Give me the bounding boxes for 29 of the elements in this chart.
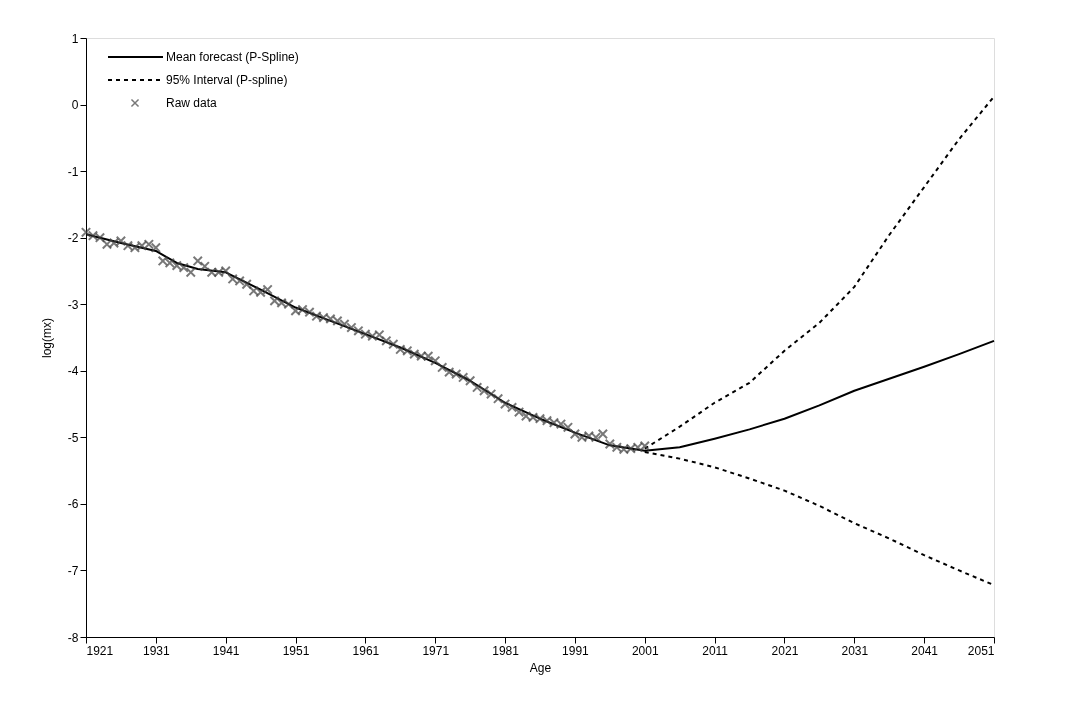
x-tick-label: 2001 <box>631 643 659 658</box>
legend-label: Mean forecast (P-Spline) <box>166 50 299 64</box>
x-tick-label: 1991 <box>562 643 590 658</box>
y-axis-title: log(mx) <box>39 317 54 359</box>
x-tick-label: 2031 <box>841 643 869 658</box>
x-tick-label: 2011 <box>702 643 729 658</box>
legend-label: Raw data <box>166 96 218 110</box>
x-tick-label: 1921 <box>86 643 114 658</box>
y-tick-label: -1 <box>67 164 79 179</box>
x-tick-label: 2051 <box>967 643 995 658</box>
legend-label: 95% Interval (P-spline) <box>166 73 288 87</box>
x-tick-label: 2021 <box>771 643 799 658</box>
y-tick-label: -4 <box>67 364 79 379</box>
y-tick-label: -5 <box>67 430 79 445</box>
x-tick-label: 1931 <box>142 643 171 658</box>
y-tick-label: 0 <box>71 98 79 113</box>
x-tick-label: 1981 <box>492 643 520 658</box>
x-tick-label: 1941 <box>212 643 240 658</box>
x-tick-label: 1961 <box>352 643 380 658</box>
x-tick-label: 1971 <box>422 643 450 658</box>
y-tick-label: -2 <box>67 231 79 246</box>
x-tick-label: 1951 <box>282 643 310 658</box>
y-tick-label: 1 <box>71 31 79 46</box>
x-axis-title: Age <box>529 660 552 675</box>
x-tick-label: 2041 <box>911 643 939 658</box>
y-tick-label: -8 <box>67 630 79 645</box>
y-tick-label: -6 <box>67 497 79 512</box>
y-tick-label: -7 <box>67 563 79 578</box>
y-tick-label: -3 <box>67 297 79 312</box>
